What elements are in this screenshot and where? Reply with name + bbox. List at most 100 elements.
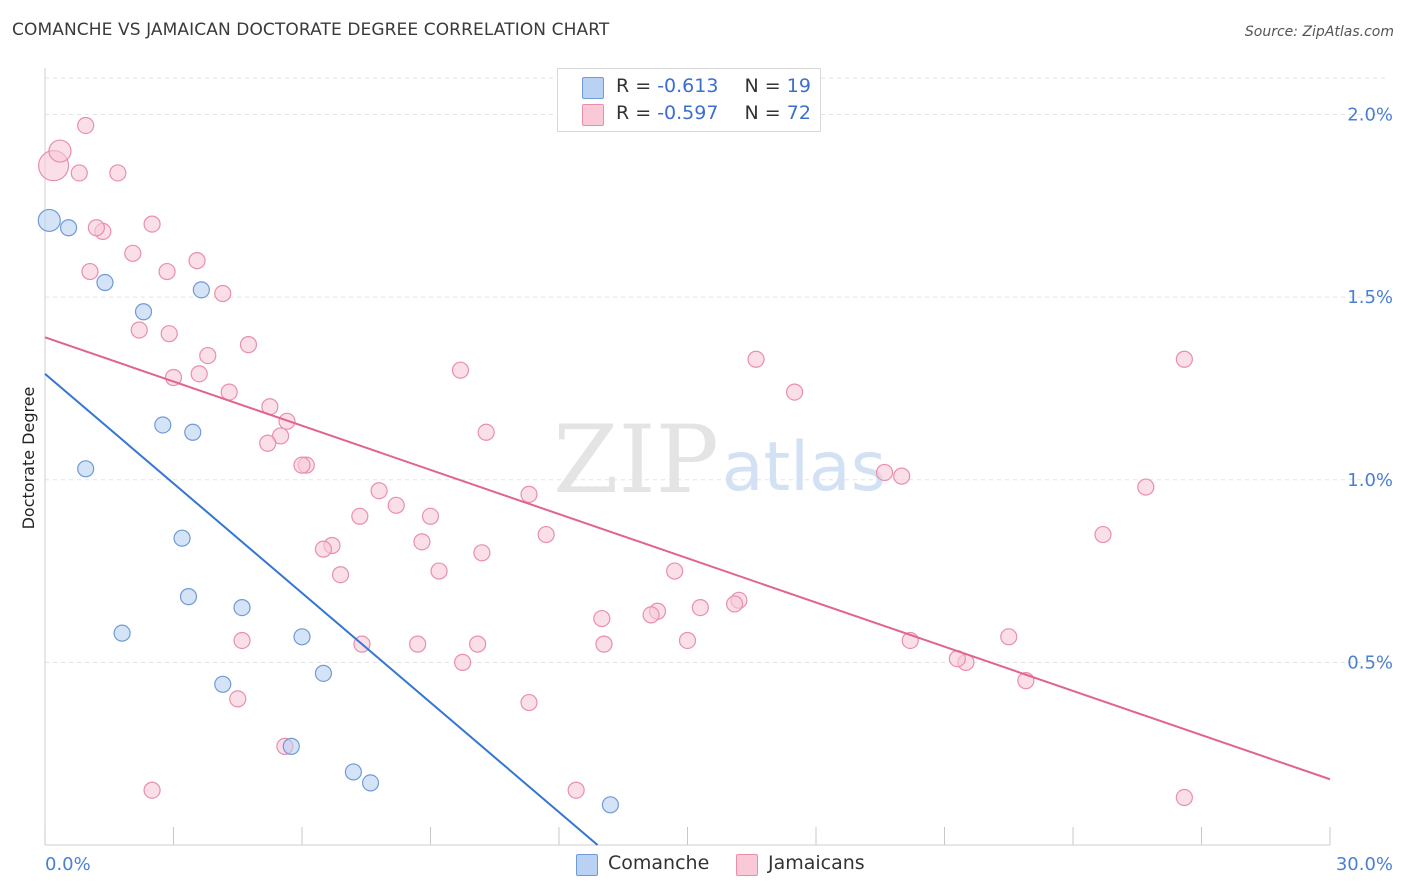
jamaicans-point: [81, 262, 99, 281]
jamaicans-point: [143, 781, 161, 799]
jamaicans-point: [520, 693, 538, 712]
jamaicans-point: [351, 507, 369, 525]
jamaicans-point: [642, 606, 660, 624]
jamaicans-point: [451, 361, 470, 379]
y-tick-label: 2.0%: [1347, 105, 1393, 126]
jamaicans-point: [595, 635, 613, 653]
jamaicans-point: [409, 635, 427, 653]
jamaicans-legend-label: Jamaicans: [768, 852, 865, 874]
jamaicans-point: [893, 467, 911, 485]
jamaicans-point: [747, 350, 765, 368]
comanche-points: [37, 208, 620, 814]
y-axis-label: Doctorate Degree: [19, 387, 38, 530]
y-tick-label: 1.5%: [1347, 287, 1393, 308]
jamaicans-point: [87, 219, 106, 237]
jamaicans-point: [314, 540, 333, 558]
jamaicans-point: [785, 383, 804, 401]
jamaicans-legend-swatch: [736, 854, 758, 876]
comanche-point: [77, 460, 95, 478]
jamaicans-point: [421, 507, 440, 525]
jamaicans-point: [454, 653, 472, 671]
jamaicans-point: [214, 284, 232, 303]
comanche-legend-swatch: [576, 854, 598, 876]
jamaicans-point: [726, 595, 744, 613]
comanche-point: [184, 423, 202, 441]
jamaicans-point: [190, 365, 208, 383]
comanche-point: [282, 737, 300, 755]
y-tick-label: 1.0%: [1347, 470, 1393, 491]
comanche-point: [214, 675, 232, 693]
jamaicans-point: [1137, 478, 1155, 496]
x-tick-label-min: 0.0%: [45, 854, 91, 875]
jamaicans-point: [77, 116, 95, 135]
jamaicans-point: [537, 525, 555, 544]
trend-lines: [44, 336, 1331, 846]
jamaicans-point: [477, 423, 495, 441]
comanche-swatch: [582, 77, 604, 99]
jamaicans-point: [678, 631, 697, 650]
jamaicans-point: [473, 544, 491, 562]
comanche-point: [293, 628, 311, 646]
jamaicans-point: [331, 566, 350, 584]
jamaicans-point: [188, 252, 206, 270]
chart-title: COMANCHE VS JAMAICAN DOCTORATE DEGREE CO…: [12, 20, 610, 40]
comanche-n-label: N =: [744, 75, 787, 97]
source-credit: Source: ZipAtlas.com: [1244, 24, 1394, 40]
comanche-point: [173, 529, 191, 547]
jamaicans-n-value: 72: [786, 102, 811, 124]
jamaicans-point: [199, 346, 217, 365]
jamaicans-point: [413, 533, 431, 551]
tick-labels: 0.5% 1.0% 1.5% 2.0% 0.0% 30.0%: [45, 105, 1393, 875]
jamaicans-point: [271, 427, 290, 445]
jamaicans-point: [70, 164, 88, 182]
comanche-point: [314, 664, 333, 682]
comanche-point: [192, 281, 210, 299]
jamaicans-point: [143, 215, 161, 233]
comanche-point: [344, 763, 362, 781]
jamaicans-swatch: [582, 104, 604, 126]
comanche-point: [179, 588, 198, 606]
jamaicans-point: [1000, 628, 1018, 646]
jamaicans-point: [130, 321, 148, 339]
comanche-n-value: 19: [786, 75, 811, 97]
y-tick-label: 0.5%: [1347, 652, 1393, 673]
watermark-atlas: atlas: [722, 428, 886, 507]
jamaicans-point: [239, 336, 258, 354]
watermark-zip: ZIP: [553, 406, 719, 515]
comanche-point: [113, 624, 131, 642]
x-tick-label-max: 30.0%: [1336, 854, 1393, 875]
watermark: ZIP atlas: [553, 406, 886, 515]
jamaicans-n-label: N =: [744, 102, 787, 124]
jamaicans-point: [48, 139, 72, 163]
comanche-point: [233, 598, 251, 617]
comanche-trend-line: [44, 373, 599, 846]
jamaicans-point: [666, 562, 684, 580]
jamaicans-point: [567, 781, 585, 799]
jamaicans-point: [233, 631, 251, 650]
jamaicans-r-value: -0.597: [657, 102, 719, 124]
comanche-legend-label: Comanche: [608, 852, 710, 874]
jamaicans-point: [387, 496, 405, 514]
comanche-r-label: R =: [616, 75, 658, 97]
jamaicans-point: [370, 482, 388, 500]
jamaicans-point: [158, 262, 176, 281]
jamaicans-point: [164, 368, 183, 387]
comanche-r-value: -0.613: [657, 75, 719, 97]
jamaicans-point: [1094, 525, 1112, 544]
jamaicans-point: [124, 244, 142, 262]
jamaicans-point: [875, 463, 894, 482]
jamaicans-point: [430, 562, 448, 580]
correlation-legend: R = -0.613 N = 19 R = -0.597 N = 72: [557, 68, 821, 132]
jamaicans-point: [109, 164, 127, 182]
jamaicans-trend-line: [44, 336, 1331, 781]
jamaicans-point: [691, 598, 709, 617]
comanche-point: [134, 303, 153, 321]
comanche-point: [601, 796, 620, 814]
jamaicans-point: [1175, 788, 1193, 807]
jamaicans-r-label: R =: [616, 102, 658, 124]
jamaicans-point: [593, 609, 611, 628]
comanche-point: [96, 273, 114, 292]
comanche-point: [37, 208, 61, 233]
grid-lines: [45, 77, 1385, 663]
comanche-point: [59, 219, 78, 237]
